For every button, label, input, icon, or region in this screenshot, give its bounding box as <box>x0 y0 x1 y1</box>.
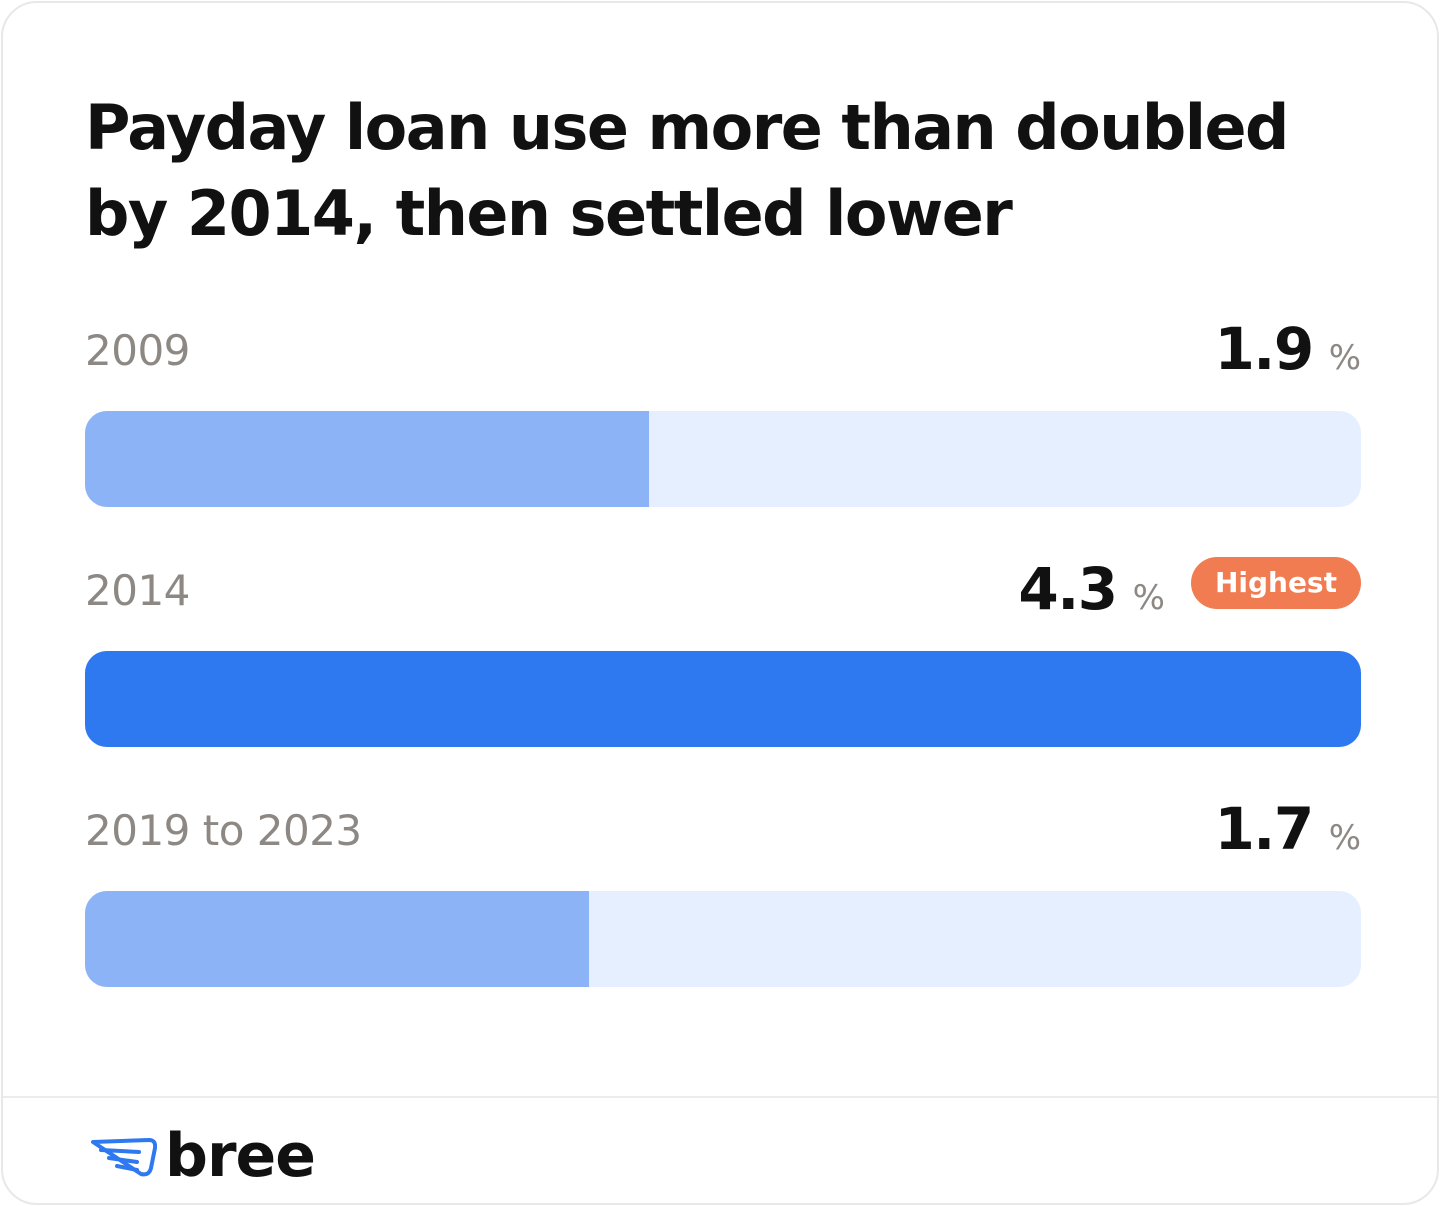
data-label: 1.9 <box>1214 315 1314 383</box>
bar-2019-to-2023 <box>85 891 590 987</box>
bar-track <box>85 891 1361 987</box>
unit-label: % <box>1328 818 1361 858</box>
bar-row-header: 2009 1.9 % <box>85 309 1361 389</box>
wing-icon <box>91 1138 157 1177</box>
highest-badge: Highest <box>1190 557 1361 609</box>
value-group: 1.7 % <box>1214 795 1361 863</box>
value-group: 1.9 % <box>1214 315 1361 383</box>
bar-2009 <box>85 411 649 507</box>
bar-2014 <box>85 651 1361 747</box>
category-label: 2009 <box>85 326 190 375</box>
chart-title: Payday loan use more than doubled by 201… <box>85 91 1289 250</box>
brand-logo: bree <box>91 1121 316 1191</box>
unit-label: % <box>1132 578 1165 618</box>
bar-track <box>85 651 1361 747</box>
bar-row-header: 2014 4.3 % Highest <box>85 549 1361 629</box>
bar-row-2019-2023: 2019 to 2023 1.7 % <box>85 789 1361 987</box>
category-label: 2014 <box>85 566 190 615</box>
value-group: 4.3 % Highest <box>1018 555 1361 623</box>
unit-label: % <box>1328 338 1361 378</box>
bar-row-2014: 2014 4.3 % Highest <box>85 549 1361 747</box>
footer-divider <box>3 1096 1437 1098</box>
brand-name: bree <box>165 1121 316 1191</box>
data-label: 4.3 <box>1018 555 1118 623</box>
category-label: 2019 to 2023 <box>85 806 362 855</box>
data-label: 1.7 <box>1214 795 1314 863</box>
bar-row-header: 2019 to 2023 1.7 % <box>85 789 1361 869</box>
bar-track <box>85 411 1361 507</box>
bar-row-2009: 2009 1.9 % <box>85 309 1361 507</box>
